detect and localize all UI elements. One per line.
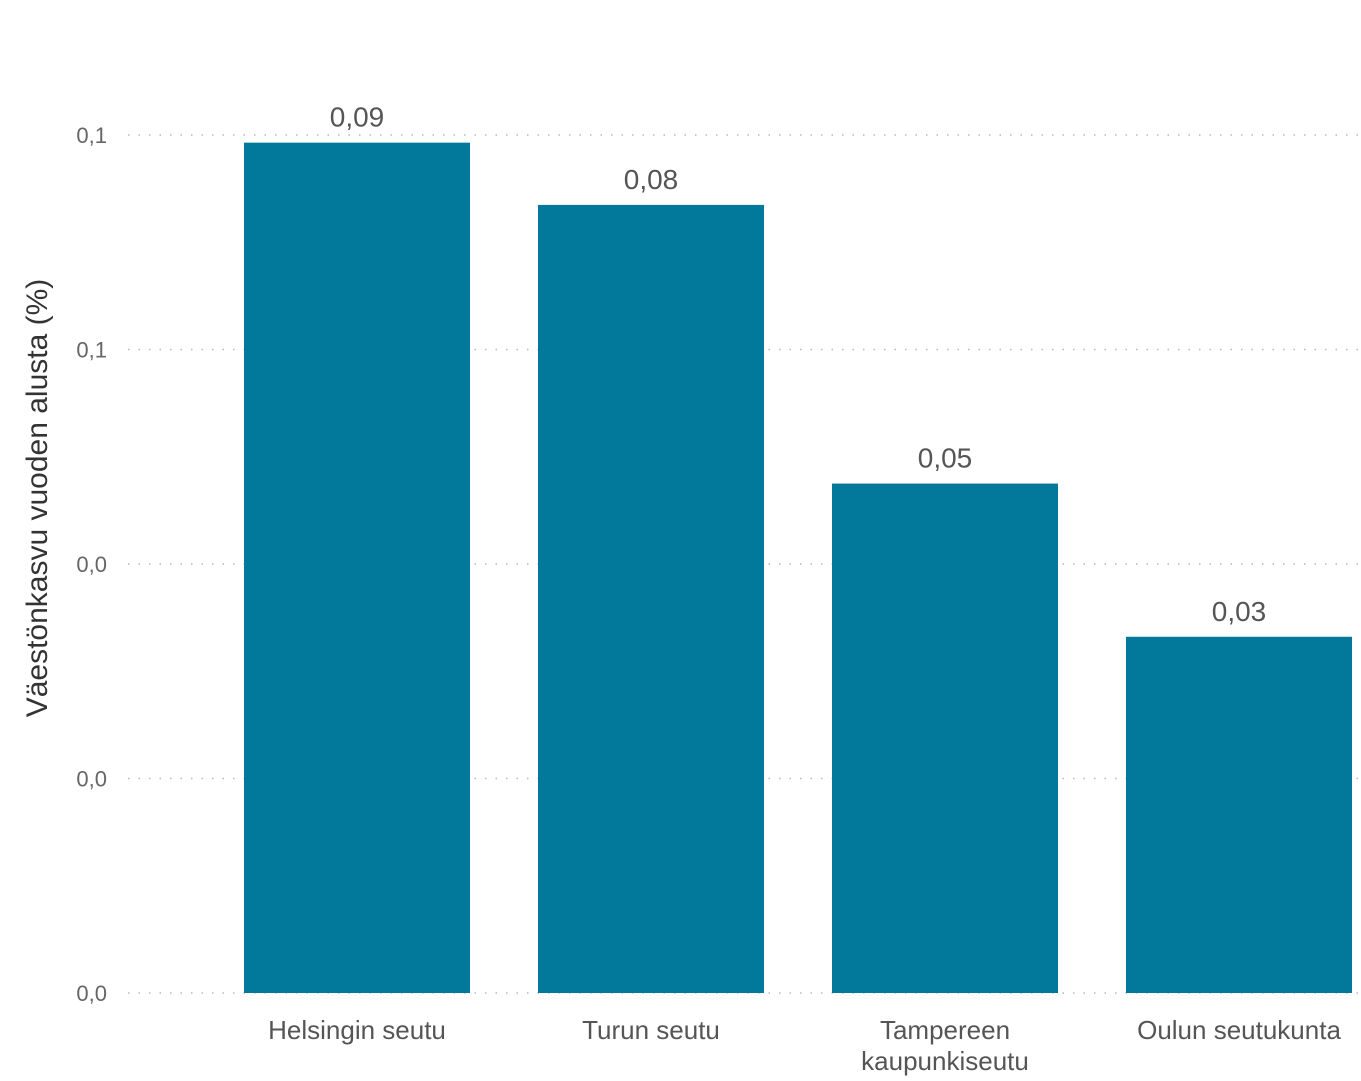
category-label: kaupunkiseutu xyxy=(861,1046,1029,1076)
category-label: Oulun seutukunta xyxy=(1137,1015,1341,1045)
category-label: Helsingin seutu xyxy=(268,1015,446,1045)
bar xyxy=(832,483,1058,993)
category-label: Turun seutu xyxy=(582,1015,720,1045)
y-tick-label: 0,0 xyxy=(76,981,107,1006)
bar xyxy=(244,142,470,994)
y-tick-label: 0,1 xyxy=(76,123,107,148)
data-label: 0,08 xyxy=(624,164,679,195)
data-label: 0,05 xyxy=(918,443,973,474)
x-axis-categories: Helsingin seutu Turun seutu Tampereenkaupu… xyxy=(268,1015,1341,1076)
bars xyxy=(244,142,1352,994)
y-axis-ticks: 0,0 0,0 0,0 0,1 0,1 xyxy=(76,123,107,1006)
category-label: Tampereen xyxy=(880,1015,1010,1045)
bar xyxy=(1126,636,1352,993)
y-axis-title: Väestönkasvu vuoden alusta (%) xyxy=(21,279,54,718)
bar xyxy=(538,204,764,993)
data-labels: 0,09 0,08 0,05 0,03 xyxy=(330,102,1267,627)
data-label: 0,03 xyxy=(1212,596,1267,627)
y-tick-label: 0,0 xyxy=(76,767,107,792)
data-label: 0,09 xyxy=(330,102,385,133)
y-tick-label: 0,0 xyxy=(76,552,107,577)
y-tick-label: 0,1 xyxy=(76,338,107,363)
